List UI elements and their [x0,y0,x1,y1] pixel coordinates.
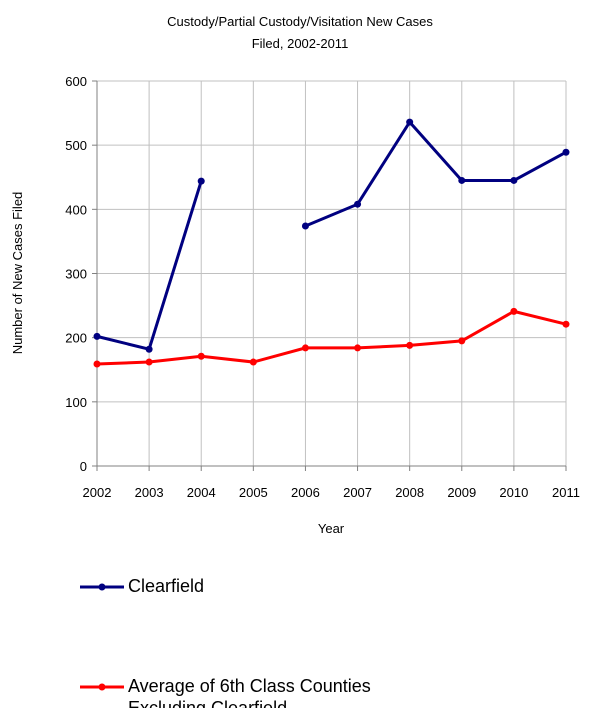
y-axis-label: Number of New Cases Filed [10,192,25,355]
y-tick-label: 500 [65,138,87,153]
data-point [406,341,414,349]
series-line [96,309,567,366]
data-point [562,148,570,156]
data-point [510,307,518,315]
data-point [406,118,414,126]
y-tick-label: 100 [65,395,87,410]
legend-item: Average of 6th Class Counties Excluding … [80,675,428,708]
x-tick-label: 2006 [291,485,320,500]
legend-item: Clearfield [80,575,428,597]
y-tick-label: 600 [65,74,87,89]
data-point [510,176,518,184]
chart: Custody/Partial Custody/Visitation New C… [10,14,580,536]
data-point [197,352,205,360]
x-tick-label: 2009 [447,485,476,500]
data-point [249,358,257,366]
data-point [354,344,362,352]
legend-label: Clearfield [128,576,205,596]
x-tick-label: 2003 [135,485,164,500]
data-point [93,360,101,368]
y-tick-label: 0 [80,459,87,474]
x-tick-label: 2005 [239,485,268,500]
x-tick-label: 2008 [395,485,424,500]
data-point [197,177,205,185]
data-point [458,337,466,345]
data-point [93,332,101,340]
chart-title: Filed, 2002-2011 [252,36,349,51]
data-point [301,222,309,230]
legend-marker [98,683,106,691]
x-tick-label: 2004 [187,485,216,500]
x-tick-label: 2011 [552,485,580,500]
data-point [145,345,153,353]
x-tick-label: 2002 [83,485,112,500]
legend-marker [98,583,106,591]
legend-label: Average of 6th Class Counties Excluding … [128,676,371,708]
data-point [458,176,466,184]
y-tick-label: 200 [65,331,87,346]
data-point [562,320,570,328]
y-tick-label: 400 [65,202,87,217]
x-tick-label: 2007 [343,485,372,500]
legend-swatch [80,583,124,591]
data-point [301,344,309,352]
series-line [96,119,567,352]
x-tick-label: 2010 [499,485,528,500]
chart-title: Custody/Partial Custody/Visitation New C… [167,14,433,29]
legend-swatch [80,683,124,691]
x-axis-label: Year [318,521,345,536]
data-point [145,358,153,366]
data-point [354,200,362,208]
y-tick-label: 300 [65,267,87,282]
